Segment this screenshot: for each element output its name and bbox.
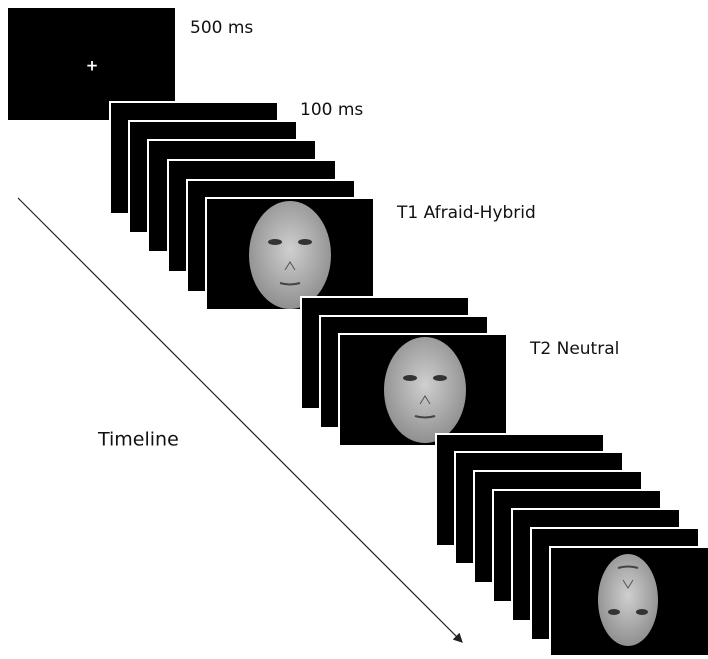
face bbox=[249, 201, 331, 309]
inverted-face bbox=[598, 554, 658, 646]
target-label: T2 Neutral bbox=[529, 339, 619, 359]
fixation-cross: + bbox=[86, 57, 99, 75]
duration-label: 100 ms bbox=[300, 100, 363, 120]
axis-label: Timeline bbox=[97, 429, 179, 451]
face bbox=[384, 337, 466, 443]
diagram: + 500 ms 100 ms T1 Afraid-Hybrid T2 Neut… bbox=[0, 0, 708, 655]
page: + 500 ms 100 ms T1 Afraid-Hybrid T2 Neut… bbox=[0, 0, 708, 655]
frame-stack bbox=[436, 434, 708, 655]
duration-label: 500 ms bbox=[190, 18, 253, 38]
target-label: T1 Afraid-Hybrid bbox=[396, 203, 536, 223]
frame-stack bbox=[110, 102, 374, 310]
